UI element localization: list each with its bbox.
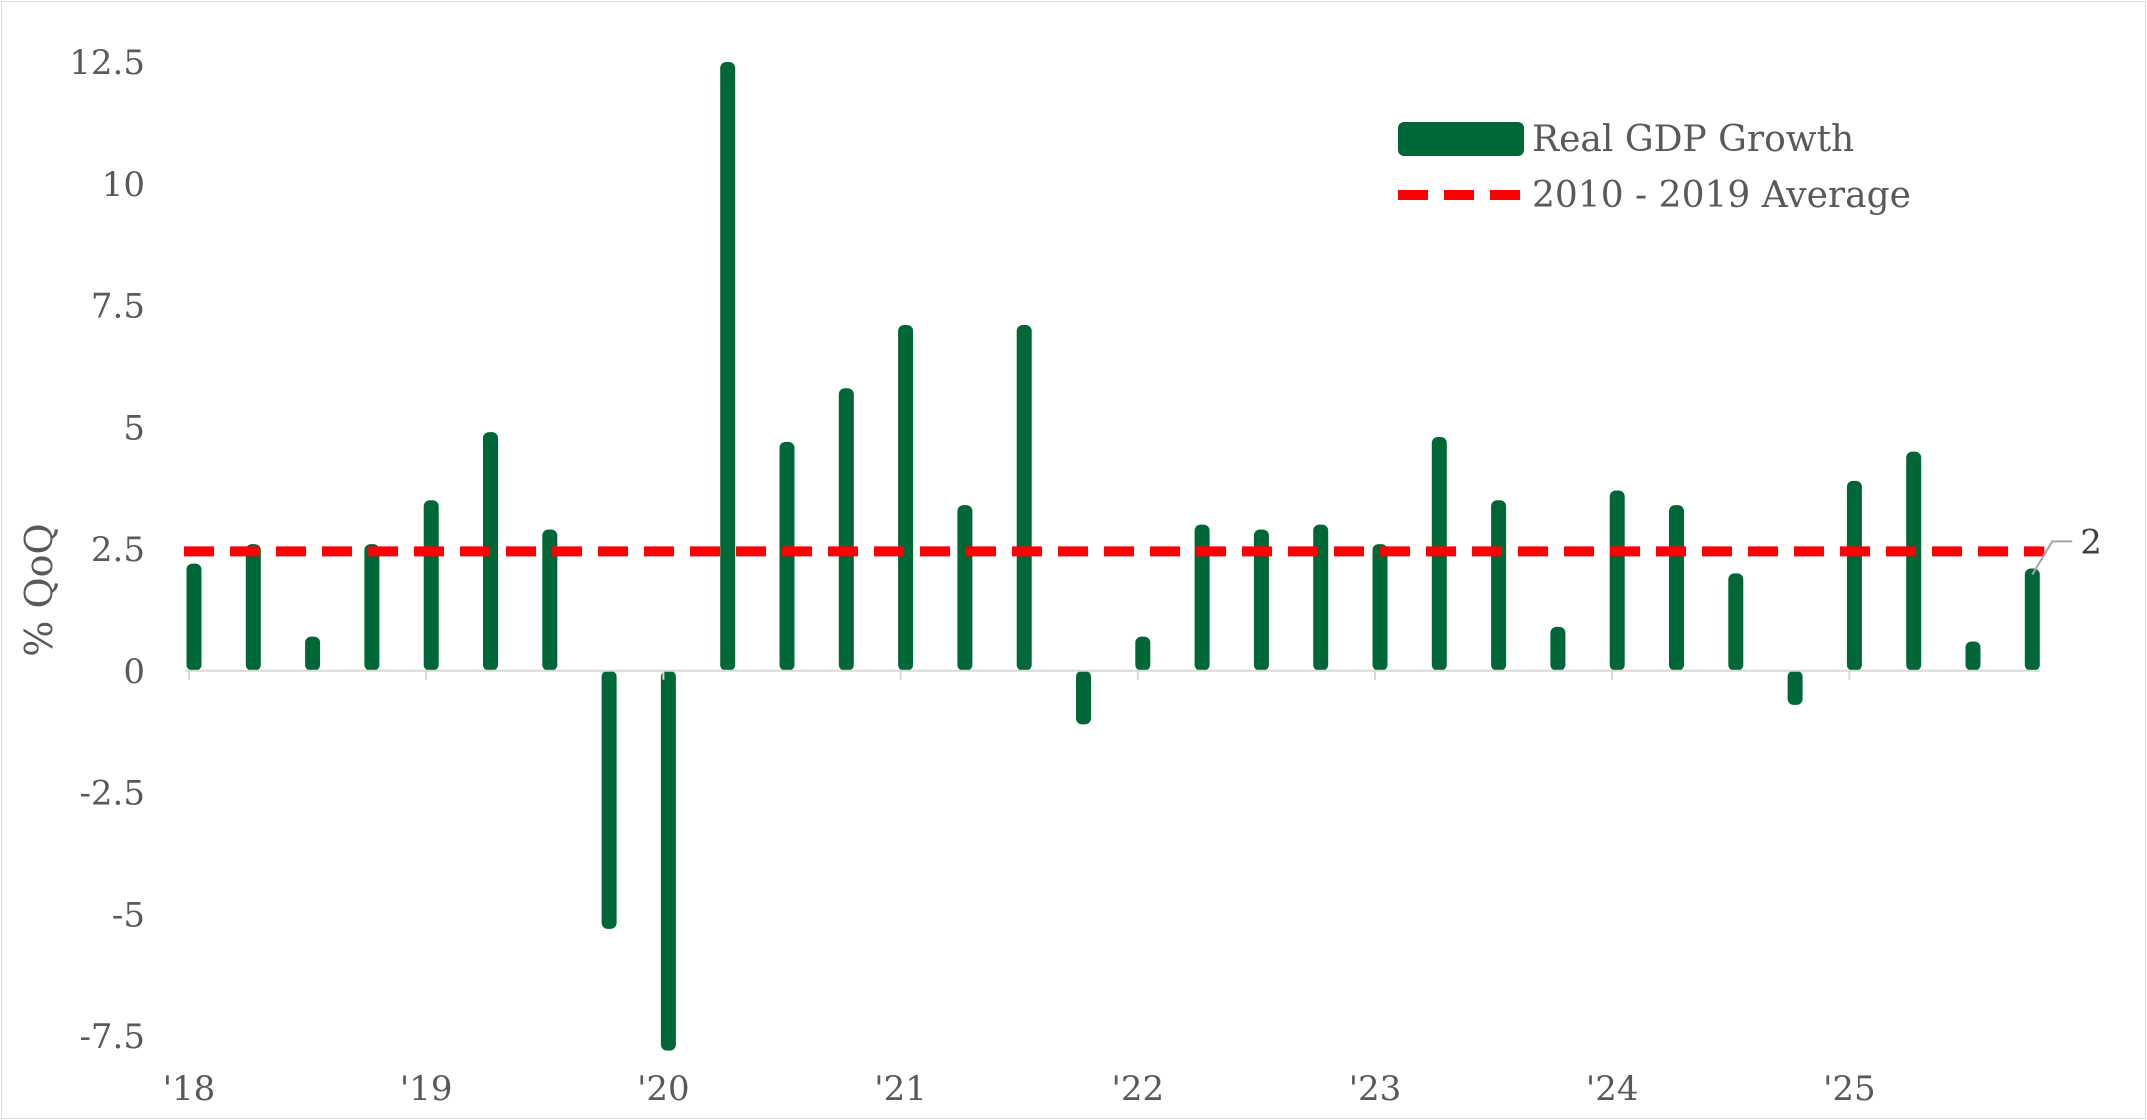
- annotation-data-label: 2: [2080, 522, 2102, 562]
- y-tick-label-8: -7.5: [79, 1017, 145, 1057]
- x-tick-marks: [188, 670, 1851, 680]
- bar-7: [601, 670, 617, 929]
- bar-6: [542, 529, 558, 671]
- bar-3: [364, 544, 380, 671]
- bar-5: [483, 432, 498, 671]
- bar-8: [660, 670, 676, 1051]
- bar-14: [1016, 324, 1032, 671]
- y-tick-label-1: 10: [102, 165, 145, 205]
- bar-0: [186, 563, 202, 671]
- bar-16: [1135, 636, 1151, 671]
- annotation-leader-line: [2031, 540, 2073, 575]
- bar-26: [1728, 573, 1744, 671]
- y-tick-labels: 12.5 10 7.5 5 2.5 0 -2.5 -5 -7.5: [69, 43, 145, 1057]
- bar-2: [305, 636, 321, 671]
- bar-1: [245, 544, 261, 671]
- bar-15: [1076, 670, 1091, 725]
- x-tick-labels: '18 '19 '20 '21 '22 '23 '24 '25: [163, 1069, 1876, 1109]
- y-tick-label-3: 5: [123, 408, 145, 448]
- y-tick-label-5: 0: [123, 652, 145, 692]
- x-tick-label-5: '23: [1349, 1069, 1402, 1109]
- legend-swatch-real-gdp-growth: [1398, 122, 1524, 156]
- bar-27: [1787, 670, 1803, 705]
- bar-23: [1550, 626, 1566, 671]
- bar-9: [720, 62, 736, 671]
- bar-19: [1313, 524, 1329, 671]
- bar-25: [1669, 505, 1684, 671]
- legend-label-real-gdp-growth: Real GDP Growth: [1532, 119, 1854, 160]
- bar-31: [2024, 568, 2040, 671]
- x-tick-label-6: '24: [1586, 1069, 1639, 1109]
- bar-12: [898, 324, 914, 671]
- bar-30: [1965, 641, 1981, 671]
- bars-layer: [186, 62, 2040, 1051]
- bar-22: [1491, 500, 1507, 671]
- y-tick-label-4: 2.5: [91, 530, 145, 570]
- x-tick-label-4: '22: [1111, 1069, 1164, 1109]
- y-tick-label-6: -2.5: [79, 774, 145, 814]
- bar-4: [423, 500, 439, 671]
- x-tick-label-3: '21: [874, 1069, 927, 1109]
- x-tick-label-2: '20: [637, 1069, 690, 1109]
- bar-29: [1906, 451, 1922, 671]
- bar-24: [1609, 490, 1625, 671]
- bar-18: [1253, 529, 1269, 671]
- x-tick-label-1: '19: [400, 1069, 453, 1109]
- y-tick-label-2: 7.5: [91, 287, 145, 327]
- legend: Real GDP Growth 2010 - 2019 Average: [1398, 119, 1911, 216]
- legend-label-average: 2010 - 2019 Average: [1532, 175, 1911, 216]
- x-tick-label-0: '18: [163, 1069, 216, 1109]
- bar-28: [1846, 480, 1862, 671]
- bar-20: [1372, 544, 1388, 671]
- y-axis-title: % QoQ: [17, 523, 61, 656]
- bar-13: [957, 505, 973, 671]
- bar-17: [1194, 524, 1210, 671]
- y-tick-label-7: -5: [112, 895, 145, 935]
- x-tick-label-7: '25: [1823, 1069, 1876, 1109]
- y-tick-label-0: 12.5: [69, 43, 145, 83]
- bar-11: [838, 388, 854, 671]
